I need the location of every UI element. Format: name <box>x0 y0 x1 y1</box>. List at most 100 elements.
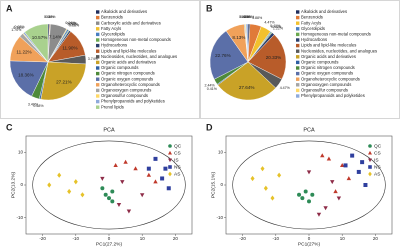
legend-label: Glycerolipids <box>301 26 325 31</box>
legend-label: Nucleosides, nucleotides, and analogues <box>101 54 177 59</box>
legend-marker <box>368 150 372 155</box>
legend-label: IS <box>374 157 379 163</box>
marker <box>350 153 355 158</box>
legend-label: Lipids and lipid-like molecules <box>101 48 156 53</box>
legend-label: Homogeneous non-metal compounds <box>101 37 171 42</box>
slice-label: 27.21% <box>56 80 72 85</box>
legend-label: QC <box>374 143 382 149</box>
slice-label: 4.88% <box>252 16 263 20</box>
marker <box>110 199 115 204</box>
legend-label: NS <box>174 164 181 170</box>
marker <box>303 189 308 194</box>
chart-title: PCA <box>303 127 315 133</box>
legend-swatch <box>296 66 300 70</box>
y-axis-label: PC2(13.2%) <box>10 172 16 199</box>
legend-swatch <box>296 27 300 31</box>
legend-label: Phenylpropanoids and polyketides <box>101 99 165 104</box>
pie-slice <box>217 61 276 101</box>
x-tick-label: -20 <box>39 236 46 241</box>
marker <box>146 166 151 171</box>
legend-label: Organic nitrogen compounds <box>101 71 155 76</box>
legend-label: Alkaloids and derivatives <box>101 9 147 14</box>
marker <box>316 212 322 217</box>
x-tick-label: 20 <box>373 236 379 241</box>
x-tick-label: -20 <box>239 236 246 241</box>
marker <box>163 166 168 171</box>
marker <box>123 159 128 164</box>
marker <box>107 196 111 201</box>
legend-label: Alkaloids and derivatives <box>301 9 347 14</box>
x-tick-label: 10 <box>340 236 346 241</box>
slice-label: 0.34% <box>65 21 76 25</box>
legend-label: Hydrocarbons <box>101 43 127 48</box>
legend-swatch <box>96 27 100 31</box>
marker <box>166 186 171 191</box>
legend-marker <box>368 158 372 163</box>
legend-swatch <box>96 43 100 48</box>
legend-swatch <box>96 66 100 70</box>
legend-label: Organic acids and derivatives <box>101 60 156 65</box>
marker <box>260 166 265 172</box>
marker <box>110 189 115 194</box>
x-tick-label: 0 <box>308 236 311 241</box>
y-tick-label: 10 <box>18 150 24 155</box>
x-axis-label: PC1(27%) <box>298 241 321 247</box>
slice-label: 4.47% <box>280 86 291 90</box>
legend-label: Prenol lipids <box>101 104 124 109</box>
legend-label: Homogeneous non-metal compounds <box>301 32 371 37</box>
marker <box>343 163 348 168</box>
marker <box>73 179 78 185</box>
x-tick-label: 0 <box>108 236 111 241</box>
legend-swatch <box>296 71 300 76</box>
slice-label: 0.34% <box>68 22 79 26</box>
slice-label: 8.13% <box>232 35 245 40</box>
slice-label: 18.36% <box>18 73 34 78</box>
legend-swatch <box>296 49 300 53</box>
legend-swatch <box>296 43 300 48</box>
confidence-ellipse <box>232 140 386 230</box>
marker <box>340 163 345 167</box>
x-axis-label: PC1(27.2%) <box>96 241 123 247</box>
marker <box>336 196 342 201</box>
slice-label: 0.68% <box>33 104 44 108</box>
marker <box>310 192 315 197</box>
x-tick-label: -10 <box>73 236 80 241</box>
legend-label: Glycerolipids <box>101 32 125 37</box>
x-tick-label: -10 <box>273 236 280 241</box>
marker <box>320 153 325 158</box>
legend-swatch <box>96 21 100 25</box>
legend-swatch <box>96 49 100 53</box>
marker <box>103 192 108 197</box>
slice-label: 0.81% <box>242 15 253 19</box>
legend-label: Hydrocarbons <box>301 37 327 42</box>
legend-swatch <box>96 94 100 98</box>
panel-label: A <box>6 3 13 13</box>
y-tick-label: 0 <box>220 182 223 187</box>
slice-label: 0.68% <box>67 22 78 26</box>
slice-label: 20.33% <box>266 55 282 60</box>
slice-label: 7.14% <box>49 34 62 39</box>
legend-label: NS <box>374 164 381 170</box>
legend-swatch <box>296 32 300 37</box>
slice-label: 3.40% <box>28 102 39 106</box>
legend-label: Organic oxygen compounds <box>101 76 153 81</box>
chart-title: PCA <box>103 127 115 133</box>
y-axis-label: PC2(15.1%) <box>210 172 216 199</box>
y-tick-label: 0 <box>20 182 23 187</box>
slice-label: 2.44% <box>205 83 216 87</box>
slice-label: 0.41% <box>270 24 281 28</box>
legend-swatch <box>296 88 300 93</box>
panel-frame <box>0 0 200 119</box>
legend-label: IS <box>174 157 179 163</box>
slice-label: 4.47% <box>264 20 275 24</box>
x-tick-label: 10 <box>140 236 146 241</box>
legend-label: Organic compounds <box>301 60 338 65</box>
slice-label: 0.41% <box>271 25 282 29</box>
legend-swatch <box>96 15 100 20</box>
legend-label: Organosulfur compounds <box>301 88 348 93</box>
marker <box>80 192 85 198</box>
marker <box>116 203 122 207</box>
legend-label: CS <box>174 150 181 156</box>
pie-slice <box>209 30 249 80</box>
